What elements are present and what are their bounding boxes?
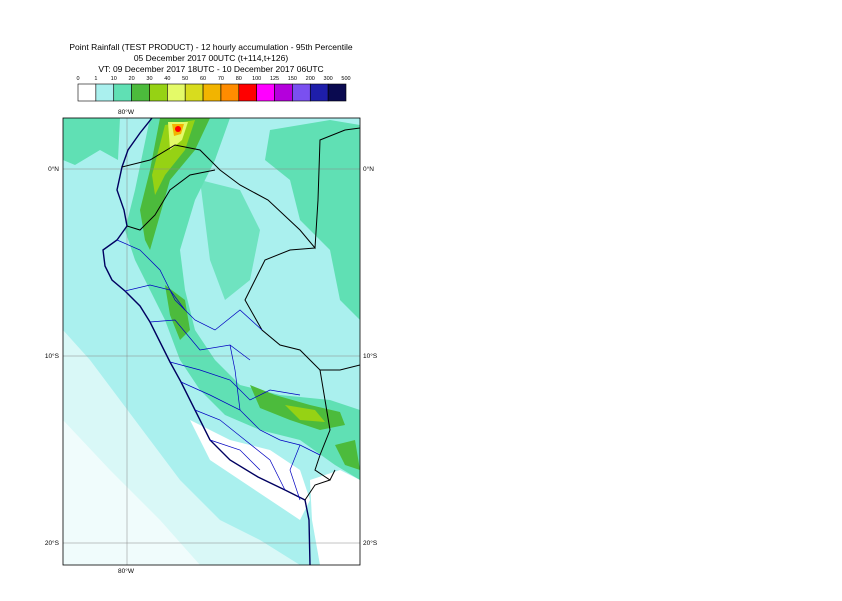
legend-swatch <box>220 83 240 102</box>
lat-label: 0°N <box>363 165 374 173</box>
legend-level: 30 <box>146 76 152 82</box>
rain-area <box>152 120 195 195</box>
base-time: 05 December 2017 00UTC (t+114,t+126) <box>134 53 289 63</box>
map-frame <box>62 117 361 566</box>
graticule <box>63 118 360 565</box>
legend-swatch <box>149 83 168 102</box>
dry-area <box>63 420 200 565</box>
legend-level: 50 <box>182 76 188 82</box>
rain-area <box>285 405 325 422</box>
legend-level: 60 <box>200 76 206 82</box>
legend-level: 125 <box>270 76 279 82</box>
legend-swatch <box>256 83 275 102</box>
legend-level: 150 <box>288 76 297 82</box>
legend-swatch <box>274 83 293 102</box>
legend-swatch <box>131 83 150 102</box>
legend-swatch <box>113 83 132 102</box>
legend-level: 0 <box>76 76 79 82</box>
coastline <box>102 118 311 565</box>
legend-swatch <box>238 83 257 102</box>
legend-level: 100 <box>252 76 261 82</box>
lat-label: 10°S <box>363 352 378 360</box>
lon-label: 80°W <box>118 108 135 116</box>
lat-label: 20°S <box>45 539 60 547</box>
rain-area <box>63 118 120 165</box>
rain-area <box>200 180 260 300</box>
legend-level: 80 <box>236 76 242 82</box>
legend-swatch <box>77 83 97 102</box>
legend-swatch <box>167 83 186 102</box>
map <box>63 118 360 565</box>
dry-area <box>190 420 310 520</box>
rain-area <box>140 118 210 250</box>
legend-level: 10 <box>111 76 117 82</box>
dry-area <box>310 470 360 565</box>
legend-swatch <box>95 83 115 102</box>
legend-swatch <box>184 83 204 102</box>
legend-swatch <box>202 83 222 102</box>
lat-label: 10°S <box>45 352 60 360</box>
legend-level: 1 <box>94 76 97 82</box>
lat-label: 0°N <box>48 165 59 173</box>
valid-time: VT: 09 December 2017 18UTC - 10 December… <box>98 64 323 74</box>
lon-label: 80°W <box>118 567 135 575</box>
rain-peak <box>175 126 181 132</box>
rain-area <box>335 440 360 470</box>
legend-level: 20 <box>129 76 135 82</box>
department-borders <box>116 239 321 501</box>
legend-level: 200 <box>306 76 315 82</box>
lat-label: 20°S <box>363 539 378 547</box>
legend-swatch <box>292 83 311 102</box>
title: Point Rainfall (TEST PRODUCT) - 12 hourl… <box>69 42 353 52</box>
legend-swatch <box>327 83 347 102</box>
legend-swatch <box>309 83 329 102</box>
legend: 0 1 10 20 30 40 50 60 70 80 100 125 150 200 300 500 <box>76 76 351 102</box>
legend-level: 40 <box>164 76 170 82</box>
rain-area <box>165 285 190 340</box>
legend-level: 300 <box>324 76 333 82</box>
rain-area <box>125 118 360 480</box>
legend-level: 500 <box>341 76 350 82</box>
legend-level: 70 <box>218 76 224 82</box>
rain-area <box>265 120 360 320</box>
